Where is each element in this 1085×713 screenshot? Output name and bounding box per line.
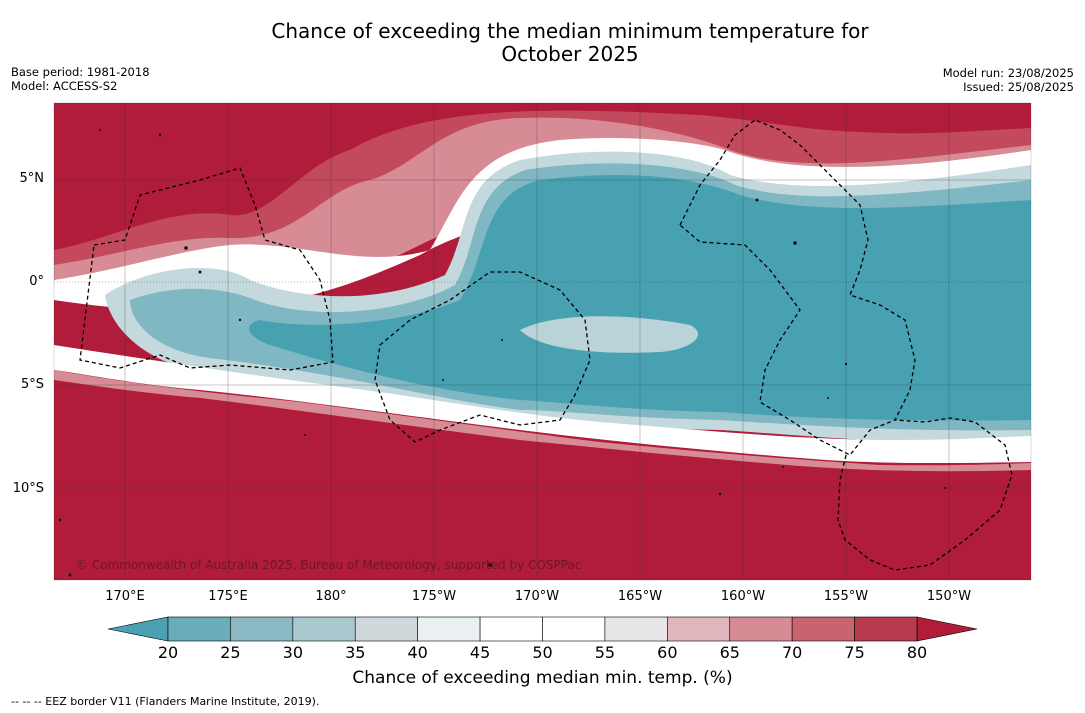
title-line-2: October 2025 — [501, 42, 639, 66]
colorbar-segment — [542, 616, 606, 642]
lat-label-5n: 5°N — [19, 171, 45, 186]
colorbar-segment — [667, 616, 731, 642]
colorbar-segment — [729, 616, 793, 642]
graticule — [54, 103, 1031, 580]
colorbar-tick-25: 25 — [220, 643, 241, 662]
colorbar-segment — [791, 616, 855, 642]
colorbar-label: Chance of exceeding median min. temp. (%… — [352, 668, 733, 688]
lon-label-160w: 160°W — [720, 589, 766, 604]
colorbar-tick-80: 80 — [906, 643, 928, 662]
lat-label-10s: 10°S — [12, 481, 44, 496]
colorbar-low-arrow — [107, 616, 169, 642]
colorbar-segment — [854, 616, 918, 642]
eez-borders — [79, 119, 1013, 571]
colorbar-segment — [292, 616, 356, 642]
copyright-notice: © Commonwealth of Australia 2025, Bureau… — [76, 558, 582, 572]
map-frame — [53, 102, 1032, 581]
issued-date: Issued: 25/08/2025 — [963, 80, 1074, 94]
lon-label-150w: 150°W — [926, 589, 972, 604]
lon-label-155w: 155°W — [823, 589, 869, 604]
map-area — [54, 103, 1031, 580]
colorbar-tick-55: 55 — [594, 643, 616, 662]
colorbar-tick-40: 40 — [407, 643, 428, 662]
eez-footnote: -- -- -- EEZ border V11 (Flanders Marine… — [11, 695, 320, 708]
lon-label-170e: 170°E — [105, 589, 145, 604]
colorbar-tick-60: 60 — [657, 643, 678, 662]
colorbar-tick-75: 75 — [844, 643, 865, 662]
lon-label-175w: 175°W — [411, 589, 457, 604]
meta-right: Model run: 23/08/2025 Issued: 25/08/2025 — [943, 66, 1074, 94]
colorbar-tick-30: 30 — [282, 643, 304, 662]
colorbar-segment — [479, 616, 543, 642]
colorbar-tick-70: 70 — [781, 643, 803, 662]
islands — [58, 129, 946, 577]
lon-label-175e: 175°E — [208, 589, 248, 604]
southern-white-band — [54, 345, 1031, 464]
title-line-1: Chance of exceeding the median minimum t… — [271, 19, 869, 43]
colorbar-segment — [230, 616, 294, 642]
eez-phoenix — [374, 271, 591, 443]
equatorial-light-patch — [520, 316, 699, 353]
colorbar-tick-65: 65 — [719, 643, 740, 662]
colorbar-tick-50: 50 — [532, 643, 553, 662]
colorbar-segment — [167, 616, 231, 642]
eez-kiribati-gilbert — [79, 167, 334, 371]
lon-label-170w: 170°W — [514, 589, 560, 604]
map-title: Chance of exceeding the median minimum t… — [0, 20, 1085, 66]
colorbar-tick-45: 45 — [469, 643, 491, 662]
model-run: Model run: 23/08/2025 — [942, 66, 1074, 80]
northern-white-band — [54, 138, 1031, 311]
eez-french-polynesia — [837, 417, 1013, 571]
meta-left: Base period: 1981-2018 Model: ACCESS-S2 — [11, 65, 150, 93]
colorbar-segment — [417, 616, 481, 642]
colorbar-tick-35: 35 — [345, 643, 366, 662]
lon-label-165w: 165°W — [617, 589, 663, 604]
lat-label-0: 0° — [29, 274, 44, 289]
base-period: Base period: 1981-2018 — [11, 65, 150, 79]
colorbar-tick-20: 20 — [157, 643, 179, 662]
colorbar — [107, 616, 978, 642]
lat-label-5s: 5°S — [20, 377, 44, 392]
colorbar-segment — [604, 616, 668, 642]
eez-line-islands — [679, 119, 916, 456]
model-name: Model: ACCESS-S2 — [11, 79, 118, 93]
colorbar-high-arrow — [916, 616, 978, 642]
colorbar-segment — [354, 616, 418, 642]
lon-label-180: 180° — [315, 589, 347, 604]
